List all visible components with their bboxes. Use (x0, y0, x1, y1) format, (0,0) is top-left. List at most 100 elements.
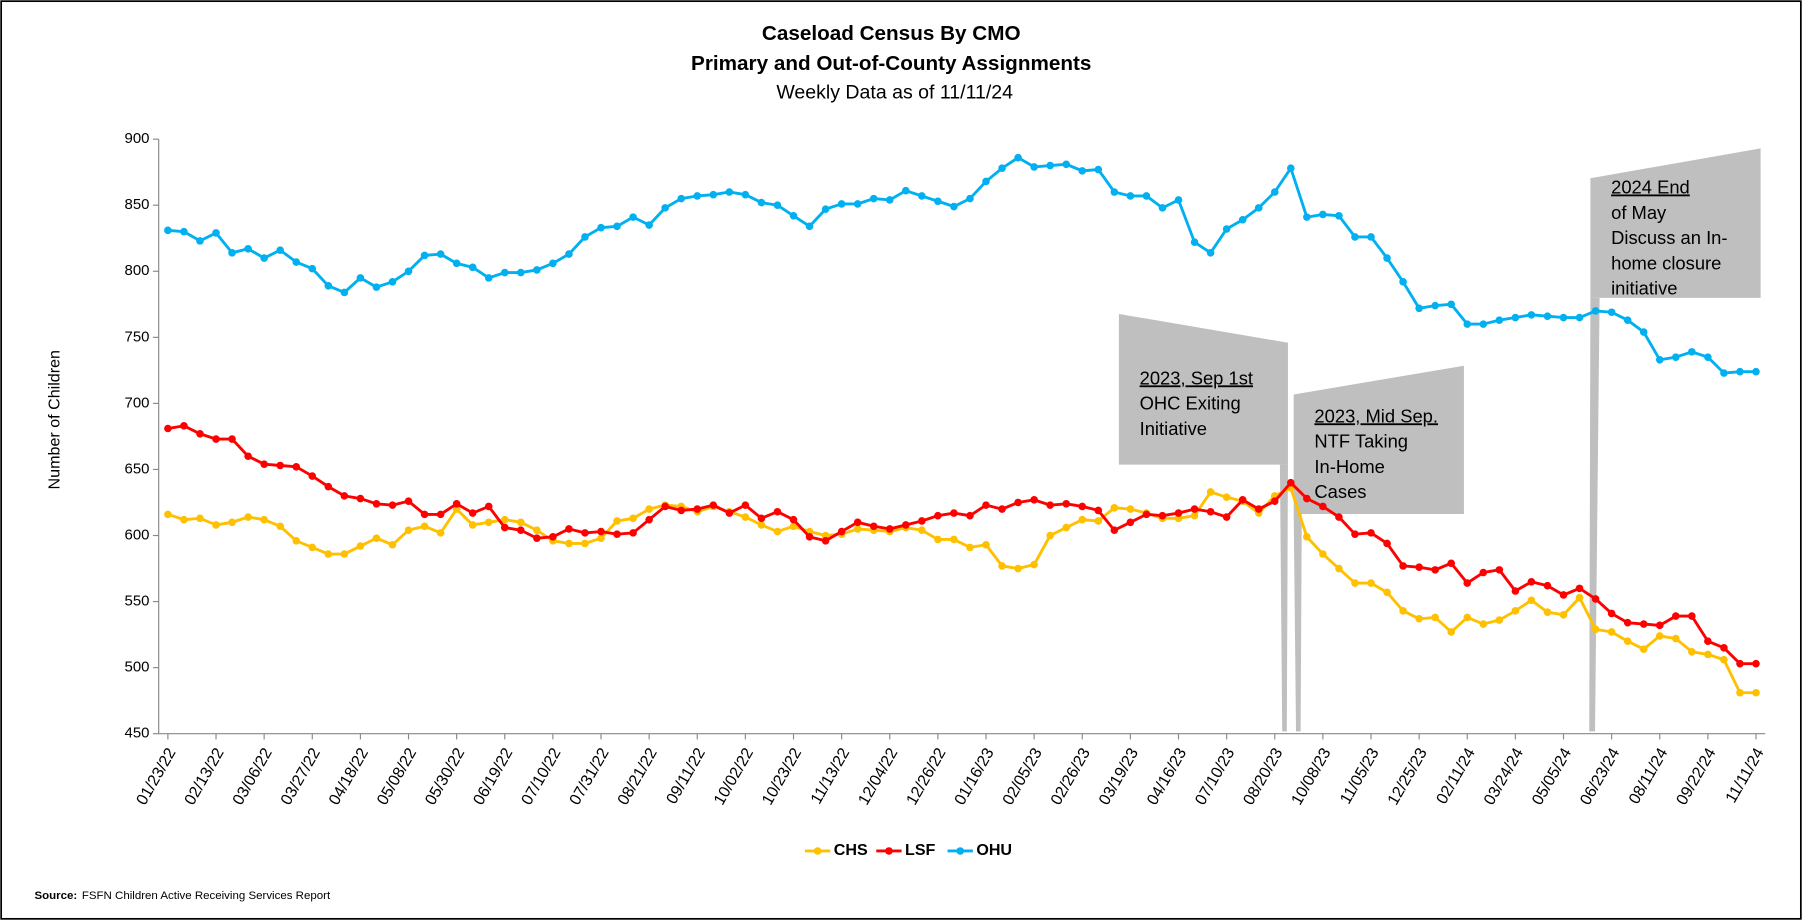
data-point (1736, 367, 1744, 376)
data-point (1062, 523, 1071, 532)
legend-label: OHU (976, 841, 1012, 859)
data-point (1736, 688, 1744, 697)
data-point (565, 525, 573, 533)
data-point (1415, 614, 1423, 623)
data-point (500, 515, 509, 524)
y-tick-label: 650 (125, 460, 150, 477)
data-point (1110, 503, 1119, 512)
data-point (1319, 502, 1327, 511)
data-point (1511, 587, 1520, 595)
data-point (228, 435, 236, 443)
data-point (340, 550, 349, 558)
data-point (1607, 308, 1616, 317)
data-point (372, 534, 381, 542)
data-point (1623, 316, 1632, 324)
data-point (1270, 497, 1279, 505)
data-point (565, 539, 573, 548)
data-point (1591, 595, 1600, 603)
data-point (1575, 313, 1584, 322)
data-point (1623, 637, 1632, 646)
data-point (934, 511, 942, 520)
data-point (565, 250, 573, 258)
data-point (1655, 632, 1664, 640)
data-point (244, 245, 252, 253)
data-point (1607, 628, 1616, 636)
data-point (388, 540, 397, 549)
data-point (1046, 531, 1054, 540)
data-point (452, 500, 461, 508)
data-point (613, 222, 621, 231)
data-point (597, 223, 605, 232)
data-point (1335, 564, 1343, 573)
data-point (581, 539, 589, 548)
callout-box (1293, 365, 1464, 515)
chart-title: Caseload Census By CMO (762, 22, 1021, 45)
data-point (661, 204, 669, 212)
source: Source: FSFN Children Active Receiving Se… (34, 890, 330, 902)
data-point (1222, 513, 1231, 521)
callout-text: of May (1611, 202, 1667, 223)
data-point (789, 522, 798, 531)
data-point (837, 200, 846, 208)
data-point (982, 501, 990, 509)
data-point (1014, 153, 1022, 162)
data-point (1367, 529, 1375, 537)
data-point (1704, 650, 1712, 659)
data-point (789, 515, 798, 524)
data-point (1174, 196, 1183, 204)
data-point (1158, 204, 1167, 212)
data-point (533, 526, 541, 535)
data-point (741, 513, 750, 521)
data-point (436, 529, 445, 537)
data-point (645, 515, 653, 524)
data-point (1639, 328, 1648, 336)
data-point (1383, 588, 1391, 597)
data-point (420, 251, 429, 260)
data-point (533, 266, 541, 274)
data-point (998, 505, 1006, 513)
data-point (741, 190, 750, 199)
data-point (404, 526, 413, 535)
data-point (180, 227, 188, 236)
data-point (324, 282, 333, 290)
series-line (167, 155, 1757, 375)
data-point (436, 510, 445, 519)
data-point (773, 201, 782, 210)
data-point (1607, 609, 1616, 618)
source-text: FSFN Children Active Receiving Services … (82, 890, 331, 902)
data-point (1495, 316, 1504, 324)
data-point (1543, 581, 1552, 590)
data-point (1559, 591, 1568, 599)
y-tick-label: 450 (125, 725, 150, 742)
series-line (167, 485, 1757, 695)
data-point (1671, 353, 1680, 361)
data-point (1720, 655, 1728, 664)
data-point (966, 511, 974, 520)
data-point (709, 190, 718, 199)
data-point (805, 222, 814, 231)
data-point (629, 529, 637, 537)
data-point (1030, 496, 1038, 504)
data-point (228, 248, 236, 257)
data-point (1062, 160, 1071, 169)
data-point (549, 259, 557, 268)
data-point (934, 197, 942, 206)
data-point (1110, 188, 1119, 196)
data-point (1495, 566, 1504, 574)
data-point (661, 502, 669, 511)
source-label: Source: (34, 890, 77, 902)
data-point (164, 226, 172, 235)
data-point (853, 518, 862, 527)
data-point (1463, 320, 1472, 328)
data-point (1591, 307, 1600, 315)
y-tick-label: 500 (125, 659, 150, 676)
data-point (1559, 610, 1568, 619)
data-point (597, 534, 605, 542)
data-point (1527, 596, 1536, 605)
data-point (1479, 320, 1488, 328)
data-point (452, 505, 461, 513)
data-point (1383, 254, 1391, 262)
data-point (292, 258, 301, 266)
data-point (966, 194, 974, 203)
data-point (869, 522, 878, 531)
